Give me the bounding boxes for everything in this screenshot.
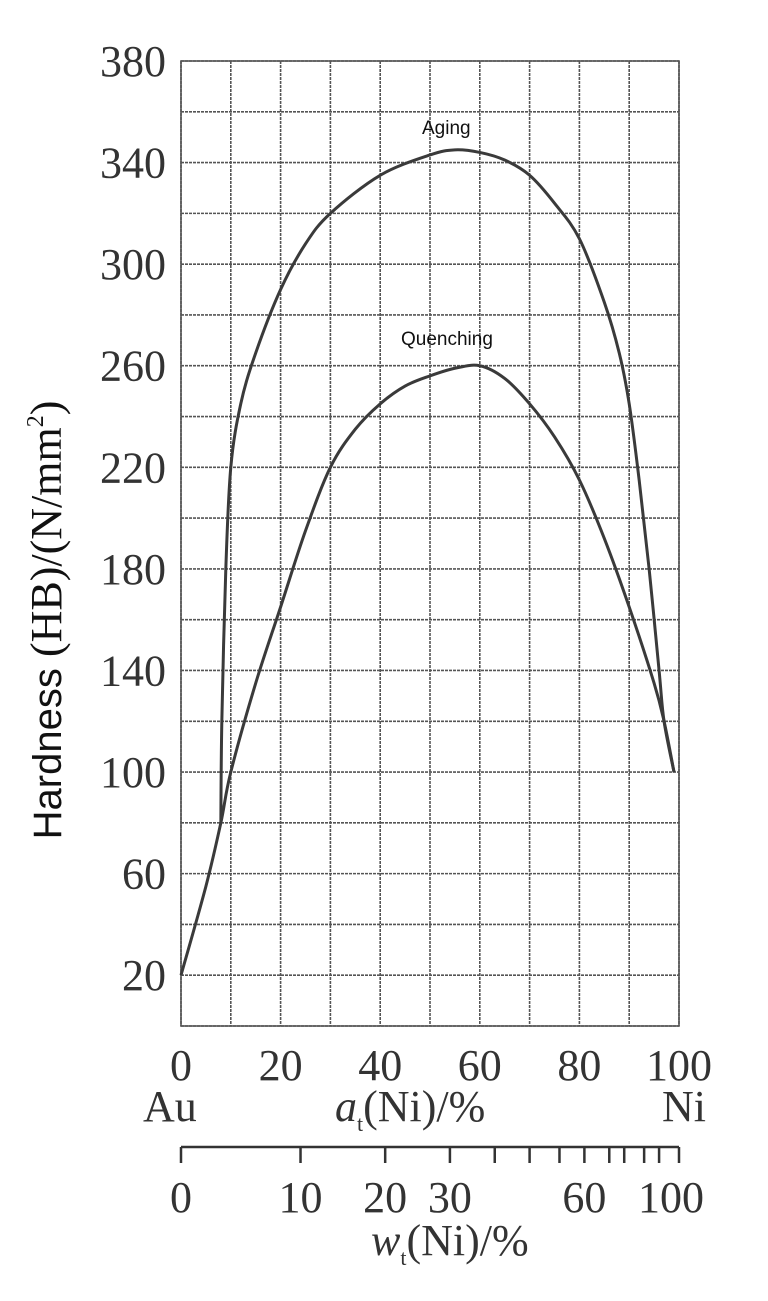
y-axis-title: Hardness (HB)/(N/mm2) [22,401,71,840]
curve-label-quenching: Quenching [401,329,493,350]
secondary-x-tick-label: 100 [638,1173,704,1222]
x-axis-title-secondary-sub: t [400,1245,406,1270]
x-end-label-ni: Ni [662,1082,706,1131]
y-tick-label: 260 [100,342,166,391]
x-tick-label: 40 [358,1041,402,1090]
secondary-x-tick-label: 30 [428,1173,472,1222]
y-tick-label: 300 [100,240,166,289]
y-tick-label: 220 [100,443,166,492]
y-tick-label: 100 [100,748,166,797]
y-tick-label: 340 [100,139,166,188]
plot-curves [179,148,676,976]
plot-grid [180,60,680,1027]
y-tick-label: 380 [100,37,166,86]
x-tick-label: 60 [458,1041,502,1090]
y-tick-label: 20 [122,951,166,1000]
x-axis-title-primary-var: a [335,1082,357,1131]
x-axis-title-secondary: wt(Ni)/% [371,1216,529,1270]
x-axis-title-primary-sub: t [357,1111,363,1136]
secondary-x-tick-label: 20 [363,1173,407,1222]
x-axis-title-secondary-rest: (Ni)/% [406,1216,528,1265]
x-tick-label: 100 [646,1041,712,1090]
y-axis-title-close: ) [22,401,71,416]
y-axis-title-sup: 2 [23,415,49,427]
x-axis-title-secondary-var: w [371,1216,401,1265]
y-tick-label: 60 [122,850,166,899]
x-end-label-au: Au [143,1082,197,1131]
plot-frame [180,60,680,1027]
y-tick-label: 180 [100,545,166,594]
curve-aging [219,148,676,823]
x-tick-label: 20 [259,1041,303,1090]
y-axis-title-main: Hardness [26,657,70,839]
secondary-x-tick-label: 60 [562,1173,606,1222]
secondary-x-axis: 0 10 20 30 60 100 [170,1145,704,1222]
y-tick-label: 140 [100,646,166,695]
x-axis-title-primary-rest: (Ni)/% [363,1082,485,1131]
y-axis-ticks: 20 60 100 140 180 220 260 300 340 380 [100,37,166,1000]
x-tick-label: 0 [170,1041,192,1090]
secondary-x-tick-label: 10 [279,1173,323,1222]
secondary-x-tick-label: 0 [170,1173,192,1222]
x-tick-label: 80 [557,1041,601,1090]
curve-label-aging: Aging [422,118,471,139]
x-axis-ticks: 0 20 40 60 80 100 [170,1041,712,1090]
curve-quenching [179,363,676,976]
y-axis-title-units: (HB)/(N/mm [22,427,71,657]
x-axis-title-primary: at(Ni)/% [335,1082,485,1136]
